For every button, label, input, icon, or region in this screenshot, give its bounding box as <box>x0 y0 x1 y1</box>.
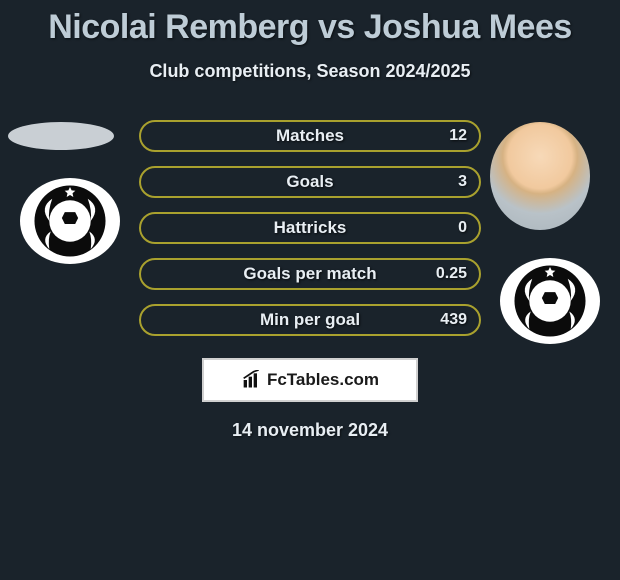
stat-row: Goals per match 0.25 <box>139 258 481 290</box>
stats-list: Matches 12 Goals 3 Hattricks 0 Goals per… <box>139 120 481 336</box>
chart-icon <box>241 370 263 390</box>
stat-label: Matches <box>276 126 344 146</box>
stat-label: Goals per match <box>243 264 376 284</box>
crest-icon <box>33 184 107 258</box>
stat-value-right: 0.25 <box>436 265 467 283</box>
stat-value-right: 3 <box>458 173 467 191</box>
brand-box[interactable]: FcTables.com <box>202 358 418 402</box>
date-label: 14 november 2024 <box>0 420 620 441</box>
player-right-photo <box>490 122 590 230</box>
crest-icon <box>513 264 587 338</box>
subtitle: Club competitions, Season 2024/2025 <box>0 61 620 82</box>
club-right-crest <box>500 258 600 344</box>
stat-row: Matches 12 <box>139 120 481 152</box>
page-title: Nicolai Remberg vs Joshua Mees <box>0 0 620 47</box>
stat-value-right: 12 <box>449 127 467 145</box>
stat-label: Goals <box>286 172 333 192</box>
brand-badge: FcTables.com <box>0 358 620 402</box>
player-left-photo <box>8 122 114 150</box>
stat-row: Min per goal 439 <box>139 304 481 336</box>
stat-row: Hattricks 0 <box>139 212 481 244</box>
stat-label: Hattricks <box>274 218 347 238</box>
stat-value-right: 439 <box>440 311 467 329</box>
brand-label: FcTables.com <box>267 370 379 390</box>
stat-value-right: 0 <box>458 219 467 237</box>
stat-row: Goals 3 <box>139 166 481 198</box>
stat-label: Min per goal <box>260 310 360 330</box>
club-left-crest <box>20 178 120 264</box>
